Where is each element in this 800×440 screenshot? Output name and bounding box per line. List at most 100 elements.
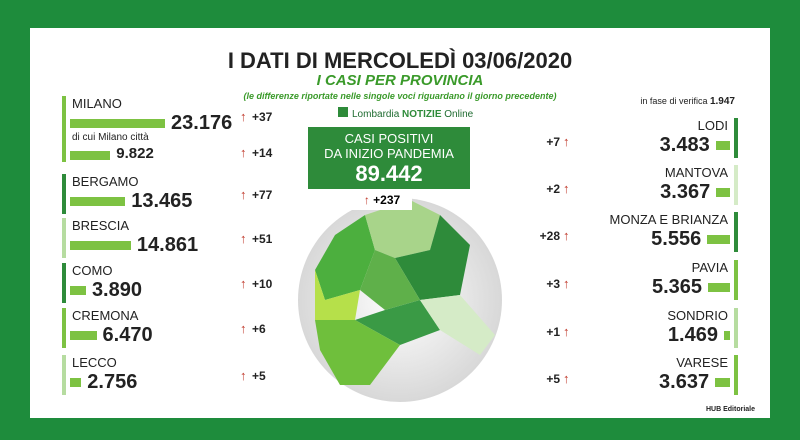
change: +37: [252, 110, 273, 124]
province-name: CREMONA: [72, 308, 139, 323]
province-name: BERGAMO: [72, 174, 139, 189]
pending-value: 1.947: [709, 96, 735, 107]
province-value: 14.861: [136, 234, 199, 256]
province-name: PAVIA: [691, 260, 728, 275]
row-accent: [734, 260, 738, 300]
province-value: 9.822: [116, 145, 154, 162]
value-bar: [70, 378, 82, 387]
row-accent: [62, 308, 66, 348]
pending-label: in fase di verifica: [640, 96, 708, 106]
region: [365, 200, 440, 258]
value-bar: [70, 119, 166, 128]
province-name: COMO: [72, 263, 113, 278]
region: [355, 300, 440, 345]
arrow-icon: ↑: [563, 228, 570, 243]
change: +28: [539, 229, 560, 243]
pending: in fase di verifica 1.947: [640, 96, 735, 107]
province-value: 3.637: [659, 371, 710, 393]
value-bar: [708, 283, 730, 292]
value-bar: [707, 235, 730, 244]
arrow-icon: ↑: [240, 276, 247, 291]
title: I DATI DI MERCOLEDÌ 03/06/2020: [227, 48, 573, 73]
row-accent: [62, 96, 66, 136]
row-accent: [62, 355, 66, 395]
province-value: 2.756: [87, 371, 138, 393]
province-value: 13.465: [131, 190, 193, 212]
province-value: 3.367: [660, 181, 711, 203]
arrow-icon: ↑: [563, 134, 570, 149]
arrow-icon: ↑: [240, 368, 247, 383]
value-bar: [723, 331, 730, 340]
row-accent: [62, 174, 66, 214]
value-bar: [70, 151, 111, 160]
change: +1: [546, 325, 560, 339]
arrow-icon: ↑: [240, 145, 247, 160]
total-change-value: +237: [373, 193, 401, 207]
row-accent: [62, 218, 66, 258]
row-accent: [62, 132, 66, 162]
province-name: di cui Milano città: [72, 132, 149, 143]
province-name: LODI: [697, 118, 728, 133]
arrow-icon: ↑: [563, 324, 570, 339]
province-name: MONZA E BRIANZA: [609, 212, 728, 227]
province-value: 3.890: [91, 279, 142, 301]
province-value: 1.469: [667, 324, 718, 346]
note: (le differenze riportate nelle singole v…: [243, 91, 557, 101]
change: +51: [252, 232, 273, 246]
total-change: ↑ +237: [352, 190, 412, 210]
value-bar: [715, 378, 730, 387]
total-value: 89.442: [355, 161, 423, 186]
region: [315, 270, 360, 320]
brand-highlight: NOTIZIE: [402, 109, 442, 120]
arrow-icon: ↑: [240, 187, 247, 202]
value-bar: [70, 197, 126, 206]
value-bar: [70, 241, 131, 250]
total-box: CASI POSITIVI DA INIZIO PANDEMIA 89.442: [308, 127, 470, 189]
arrow-icon: ↑: [240, 321, 247, 336]
province-name: MILANO: [72, 96, 122, 111]
province-value: 23.176: [171, 112, 233, 134]
province-name: MANTOVA: [664, 165, 728, 180]
arrow-icon: ↑: [363, 193, 370, 207]
change: +5: [252, 369, 266, 383]
total-line2: DA INIZIO PANDEMIA: [324, 146, 454, 161]
brand-suffix: Online: [444, 109, 474, 120]
row-accent: [734, 308, 738, 348]
arrow-icon: ↑: [563, 181, 570, 196]
row-accent: [734, 355, 738, 395]
region: [315, 320, 400, 385]
arrow-icon: ↑: [240, 109, 247, 124]
province-value: 3.483: [659, 134, 710, 156]
change: +2: [546, 182, 560, 196]
region: [420, 295, 495, 355]
province-name: SONDRIO: [667, 308, 728, 323]
brand-logo: [338, 107, 348, 117]
change: +5: [546, 372, 560, 386]
province-name: BRESCIA: [72, 218, 130, 233]
region: [395, 215, 470, 300]
total-line1: CASI POSITIVI: [344, 131, 434, 146]
arrow-icon: ↑: [240, 231, 247, 246]
value-bar: [716, 188, 730, 197]
value-bar: [70, 331, 97, 340]
region: [315, 215, 375, 300]
change: +10: [252, 277, 273, 291]
change: +6: [252, 322, 266, 336]
row-accent: [734, 212, 738, 252]
arrow-icon: ↑: [563, 276, 570, 291]
value-bar: [715, 141, 730, 150]
change: +3: [546, 277, 560, 291]
region: [360, 250, 420, 310]
row-accent: [734, 118, 738, 158]
row-accent: [62, 263, 66, 303]
province-value: 5.365: [651, 276, 703, 298]
change: +14: [252, 146, 273, 160]
brand: Lombardia NOTIZIE Online: [338, 107, 473, 120]
change: +7: [546, 135, 560, 149]
row-accent: [734, 165, 738, 205]
province-name: LECCO: [72, 355, 117, 370]
arrow-icon: ↑: [563, 371, 570, 386]
province-name: VARESE: [676, 355, 728, 370]
